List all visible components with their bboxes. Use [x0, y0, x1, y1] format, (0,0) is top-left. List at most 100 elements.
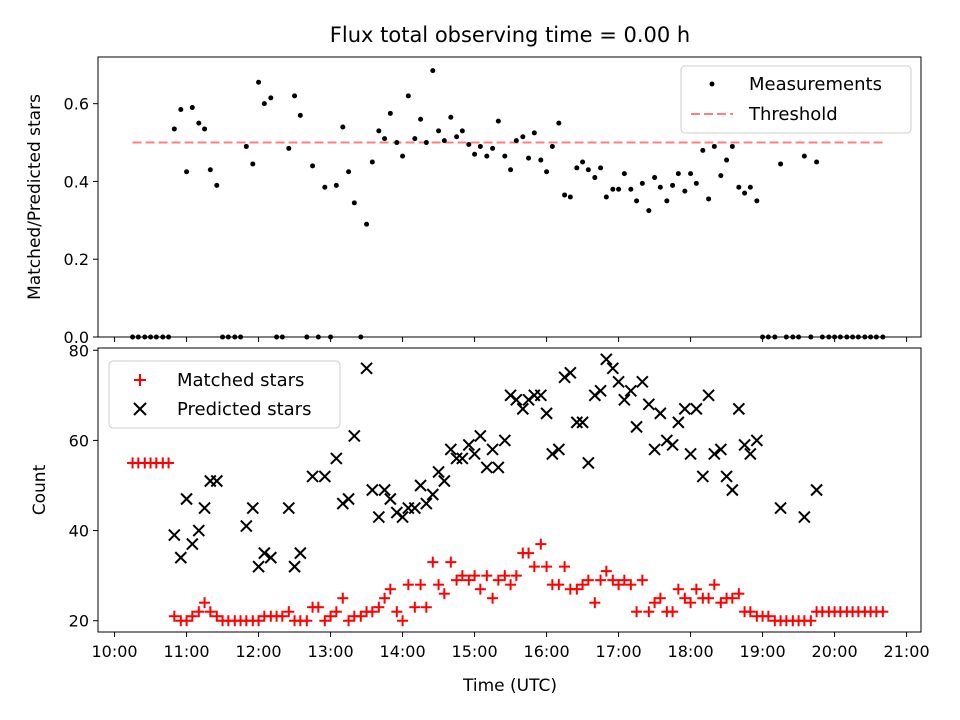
- matched-star-point: [762, 610, 774, 622]
- matched-star-point: [427, 556, 439, 568]
- matched-star-point: [577, 579, 589, 591]
- matched-star-point: [379, 592, 391, 604]
- matched-star-point: [528, 561, 540, 573]
- predicted-star-point: [408, 501, 422, 515]
- measurement-point: [214, 182, 220, 188]
- predicted-star-point: [636, 375, 649, 389]
- predicted-star-point: [438, 474, 451, 488]
- measurement-point: [261, 101, 267, 107]
- matched-star-point: [726, 592, 738, 604]
- predicted-star-point: [264, 551, 278, 564]
- predicted-star-point: [318, 470, 332, 483]
- matched-star-point: [163, 457, 175, 469]
- measurement-point: [646, 208, 652, 214]
- predicted-star-point: [192, 524, 206, 537]
- matched-star-point: [391, 606, 403, 618]
- measurement-point: [472, 151, 478, 157]
- measurement-point: [598, 165, 604, 171]
- matched-star-point: [204, 606, 216, 618]
- measurement-point: [250, 161, 256, 167]
- predicted-star-point: [582, 456, 595, 470]
- x-tick-label: 10:00: [92, 642, 138, 661]
- measurement-point: [675, 171, 681, 177]
- predicted-star-point: [510, 393, 523, 407]
- x-tick-label: 16:00: [524, 642, 570, 661]
- measurement-point: [364, 221, 370, 227]
- x-tick-label: 21:00: [884, 642, 930, 661]
- x-tick-label: 18:00: [668, 642, 714, 661]
- measurement-point: [171, 126, 177, 132]
- measurement-point: [184, 169, 190, 175]
- predicted-star-point: [366, 483, 379, 497]
- matched-star-point: [415, 579, 427, 591]
- matched-star-point: [168, 610, 180, 622]
- matched-star-point: [319, 615, 331, 627]
- matched-star-point: [685, 597, 697, 609]
- matched-star-point: [330, 606, 342, 618]
- top-y-tick-label: 0.4: [64, 172, 89, 191]
- matched-star-point: [535, 538, 547, 550]
- predicted-star-point: [540, 407, 553, 420]
- top-y-axis-label: Matched/Predicted stars: [25, 94, 45, 300]
- predicted-star-point: [666, 438, 679, 452]
- predicted-star-point: [210, 474, 224, 488]
- predicted-star-point: [342, 492, 355, 506]
- measurement-point: [549, 143, 555, 149]
- bottom-y-axis-label: Count: [30, 464, 50, 515]
- bottom-y-axis: 20 40 60 80: [69, 341, 98, 631]
- predicted-star-point: [726, 483, 739, 497]
- predicted-star-point: [486, 443, 499, 456]
- top-y-tick-label: 0.2: [64, 250, 89, 269]
- predicted-star-point: [432, 465, 445, 479]
- predicted-star-point: [492, 461, 505, 474]
- predicted-star-point: [168, 528, 181, 542]
- matched-star-point: [715, 597, 727, 609]
- predicted-star-point: [468, 447, 481, 461]
- measurement-point: [376, 128, 382, 134]
- bottom-legend: Matched stars Predicted stars: [108, 360, 341, 429]
- predicted-star-point: [240, 519, 253, 533]
- matched-star-point: [186, 610, 198, 622]
- matched-star-point: [451, 574, 463, 586]
- predicted-star-point: [420, 497, 433, 510]
- predicted-star-point: [552, 443, 566, 456]
- measurement-point: [322, 184, 328, 190]
- predicted-star-point: [534, 389, 548, 402]
- predicted-star-point: [546, 447, 559, 461]
- measurement-point: [297, 112, 303, 118]
- matched-star-point: [631, 606, 643, 618]
- matched-star-point: [402, 579, 414, 591]
- top-y-tick-label: 0.6: [64, 95, 89, 114]
- bottom-y-tick-label: 60: [69, 431, 89, 450]
- matched-star-point: [595, 574, 607, 586]
- legend-measurements-label: Measurements: [749, 74, 882, 95]
- predicted-star-point: [180, 492, 193, 506]
- matched-star-point: [499, 570, 511, 582]
- predicted-star-point: [696, 470, 710, 483]
- matched-star-point: [445, 556, 457, 568]
- matched-star-point: [337, 592, 349, 604]
- matched-star-point: [463, 574, 475, 586]
- matched-star-point: [276, 610, 288, 622]
- predicted-star-point: [624, 384, 638, 398]
- predicted-star-point: [606, 362, 620, 375]
- bottom-y-tick-label: 20: [69, 612, 89, 631]
- predicted-star-point: [246, 501, 260, 515]
- matched-star-point: [469, 570, 481, 582]
- top-y-tick-label: 0.0: [64, 328, 89, 347]
- predicted-star-point: [672, 416, 685, 429]
- predicted-star-point: [516, 402, 530, 416]
- matched-star-point: [744, 606, 756, 618]
- predicted-star-point: [498, 434, 512, 447]
- measurement-point: [436, 128, 442, 134]
- matched-star-point: [253, 615, 265, 627]
- predicted-star-point: [444, 443, 458, 456]
- matched-star-point: [492, 574, 504, 586]
- predicted-star-point: [642, 398, 656, 411]
- measurement-point: [700, 147, 706, 153]
- measurement-point: [207, 167, 213, 173]
- measurement-point: [490, 145, 496, 151]
- measurement-point: [502, 153, 508, 159]
- measurement-point: [801, 153, 807, 159]
- measurement-point: [778, 161, 784, 167]
